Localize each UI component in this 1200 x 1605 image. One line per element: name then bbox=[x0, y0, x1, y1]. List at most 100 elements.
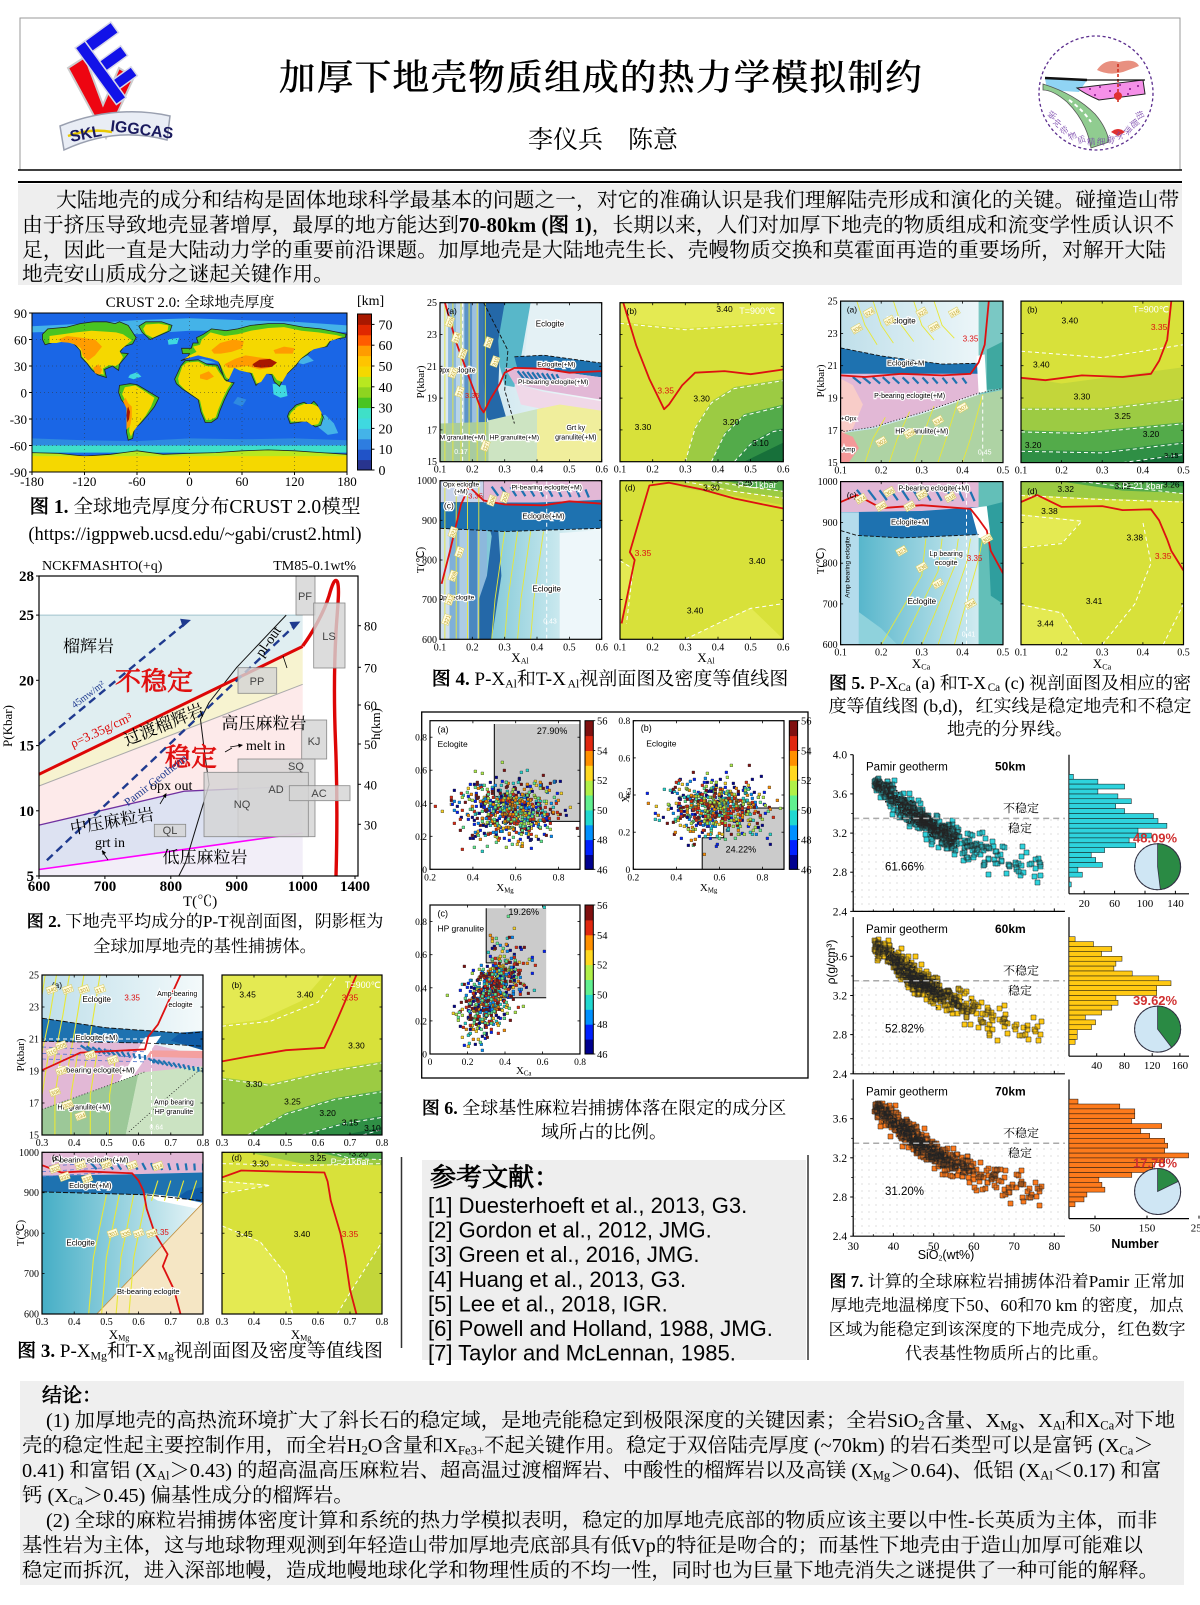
svg-text:20: 20 bbox=[379, 422, 393, 437]
svg-text:0.1: 0.1 bbox=[834, 648, 847, 659]
svg-text:1): 1) bbox=[569, 214, 592, 237]
svg-text:Eclogite(+M): Eclogite(+M) bbox=[522, 511, 565, 520]
svg-text:0.5: 0.5 bbox=[280, 1138, 293, 1149]
svg-text:0.4: 0.4 bbox=[956, 466, 969, 477]
svg-text:0.7: 0.7 bbox=[344, 1317, 357, 1328]
svg-text:0.5: 0.5 bbox=[280, 1317, 293, 1328]
svg-text:308: 308 bbox=[50, 1089, 61, 1098]
svg-text:56: 56 bbox=[801, 717, 812, 728]
svg-text:800: 800 bbox=[160, 879, 183, 895]
svg-text:0.6: 0.6 bbox=[596, 642, 609, 653]
svg-text:0.6: 0.6 bbox=[312, 1138, 325, 1149]
svg-text:324: 324 bbox=[864, 309, 875, 319]
svg-text:): ) bbox=[212, 894, 217, 910]
svg-text:0.7: 0.7 bbox=[165, 1138, 178, 1149]
svg-text:80: 80 bbox=[364, 619, 377, 634]
svg-text:3.6: 3.6 bbox=[833, 789, 848, 801]
svg-text:301: 301 bbox=[79, 986, 90, 995]
svg-text:3.35: 3.35 bbox=[963, 335, 979, 344]
svg-text:17: 17 bbox=[427, 425, 437, 436]
svg-text:T(℃): T(℃) bbox=[415, 546, 427, 573]
svg-text:Ca: Ca bbox=[69, 1493, 83, 1507]
svg-text:15: 15 bbox=[19, 739, 34, 755]
svg-text:T(: T( bbox=[183, 894, 197, 910]
svg-text:0.5: 0.5 bbox=[744, 465, 757, 476]
svg-text:54: 54 bbox=[801, 746, 812, 757]
svg-text:(X: (X bbox=[1019, 1460, 1041, 1482]
svg-text:60: 60 bbox=[379, 339, 393, 354]
svg-text:70: 70 bbox=[379, 318, 393, 333]
svg-text:52: 52 bbox=[597, 776, 608, 787]
svg-text:M granulite(+M): M granulite(+M) bbox=[440, 434, 486, 441]
svg-text:313: 313 bbox=[447, 595, 456, 606]
svg-text:900: 900 bbox=[24, 1188, 39, 1199]
svg-text:40: 40 bbox=[888, 1241, 900, 1253]
svg-text:3.40: 3.40 bbox=[294, 1229, 311, 1239]
svg-text:1000: 1000 bbox=[818, 477, 838, 488]
svg-text:TM85-0.1wt%: TM85-0.1wt% bbox=[273, 559, 356, 574]
svg-text:1000: 1000 bbox=[417, 476, 437, 487]
svg-text:Pl-bearing eclogite(+M): Pl-bearing eclogite(+M) bbox=[518, 379, 588, 386]
svg-text:332: 332 bbox=[60, 1174, 71, 1183]
svg-text:307: 307 bbox=[63, 986, 74, 995]
svg-text:0.2: 0.2 bbox=[1055, 466, 1068, 477]
svg-text:(a): (a) bbox=[911, 673, 940, 694]
svg-text:PP: PP bbox=[250, 676, 265, 688]
svg-text:40: 40 bbox=[1091, 1060, 1103, 1072]
svg-text:321: 321 bbox=[444, 615, 453, 626]
svg-text:0.6: 0.6 bbox=[510, 873, 522, 883]
svg-text:Mg: Mg bbox=[118, 1334, 129, 1343]
svg-text:48: 48 bbox=[597, 1020, 608, 1031]
svg-text:X: X bbox=[496, 882, 504, 894]
svg-text:T(℃): T(℃) bbox=[15, 1219, 27, 1246]
svg-text:-90: -90 bbox=[10, 465, 27, 480]
svg-text:1.: 1. bbox=[49, 497, 73, 518]
svg-text:40: 40 bbox=[379, 381, 393, 396]
svg-text:0: 0 bbox=[21, 386, 28, 401]
svg-text:19: 19 bbox=[29, 1067, 39, 1078]
svg-text:0.4: 0.4 bbox=[956, 648, 969, 659]
svg-text:305: 305 bbox=[502, 493, 511, 504]
svg-text:0.4: 0.4 bbox=[531, 642, 544, 653]
svg-text:Eclogite(+M): Eclogite(+M) bbox=[537, 361, 575, 368]
svg-text:50: 50 bbox=[364, 737, 377, 752]
svg-text:3.10: 3.10 bbox=[752, 438, 769, 448]
svg-text:338: 338 bbox=[929, 323, 940, 333]
svg-text:3.30: 3.30 bbox=[693, 393, 710, 403]
svg-text:3.40: 3.40 bbox=[297, 989, 314, 999]
svg-text:3.2: 3.2 bbox=[833, 1153, 848, 1165]
svg-text:46: 46 bbox=[597, 1050, 608, 1061]
svg-text:3.40: 3.40 bbox=[687, 606, 704, 616]
svg-text:30: 30 bbox=[364, 817, 377, 832]
svg-text:Lp bearing: Lp bearing bbox=[930, 551, 963, 558]
svg-text:Amp bearing: Amp bearing bbox=[154, 1100, 194, 1107]
svg-text:0.4: 0.4 bbox=[531, 465, 544, 476]
svg-text:3.20: 3.20 bbox=[723, 417, 740, 427]
svg-text:0.8: 0.8 bbox=[376, 1138, 389, 1149]
svg-text:SQ: SQ bbox=[288, 761, 304, 773]
svg-text:90: 90 bbox=[14, 306, 27, 321]
svg-text:CRUST 2.0:: CRUST 2.0: bbox=[106, 295, 185, 311]
svg-text:1000: 1000 bbox=[19, 1148, 39, 1159]
svg-text:31.20%: 31.20% bbox=[885, 1186, 924, 1198]
svg-text:3.25: 3.25 bbox=[1114, 411, 1131, 421]
svg-text:48: 48 bbox=[801, 836, 812, 847]
svg-text:Pamir geotherm: Pamir geotherm bbox=[866, 924, 948, 936]
svg-text:Eclogite: Eclogite bbox=[66, 1238, 95, 1247]
svg-text:3.35: 3.35 bbox=[635, 548, 652, 558]
svg-text:X: X bbox=[1093, 656, 1103, 671]
svg-text:10: 10 bbox=[379, 443, 393, 458]
svg-text:Ca: Ca bbox=[988, 682, 1000, 694]
svg-text:306: 306 bbox=[489, 496, 498, 507]
svg-text:318: 318 bbox=[945, 494, 956, 504]
svg-text:Ca: Ca bbox=[898, 682, 910, 694]
svg-text:Opx eclogite: Opx eclogite bbox=[437, 368, 476, 375]
svg-text:0.6: 0.6 bbox=[132, 1317, 145, 1328]
svg-text:P-bearing eclogite(+M): P-bearing eclogite(+M) bbox=[874, 393, 945, 400]
svg-text:Eclogite: Eclogite bbox=[532, 585, 561, 594]
svg-text:0.2: 0.2 bbox=[424, 873, 436, 883]
svg-text:+Opx: +Opx bbox=[841, 416, 857, 423]
svg-text:(wt%): (wt%) bbox=[942, 1248, 974, 1262]
svg-text:0.3: 0.3 bbox=[916, 466, 929, 477]
svg-text:56: 56 bbox=[597, 901, 608, 912]
